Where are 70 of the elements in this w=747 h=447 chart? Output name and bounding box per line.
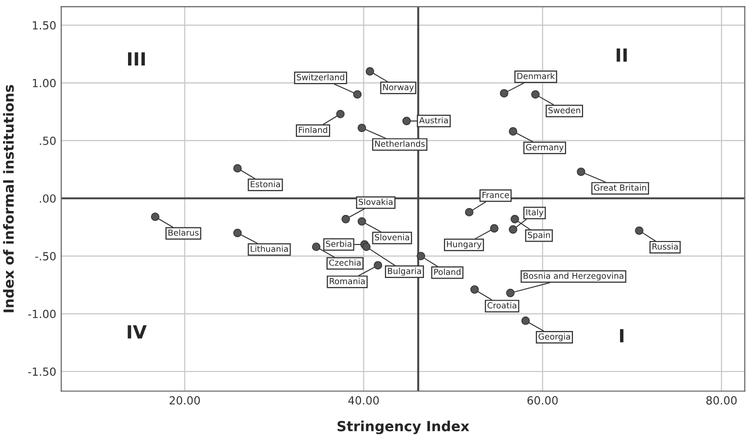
point <box>233 228 242 238</box>
point <box>402 116 411 126</box>
annotation: Estonia <box>250 180 280 188</box>
point <box>312 242 320 252</box>
y-tick-label: -1.00 <box>28 310 56 318</box>
x-tick-label: 80.00 <box>706 396 737 405</box>
annotation: Russia <box>652 243 678 250</box>
y-tick-label: -1.50 <box>28 367 56 376</box>
annotation: Hungary <box>446 241 482 249</box>
point <box>508 225 518 234</box>
annotation: Spain <box>528 232 550 240</box>
annotation: IV <box>128 325 147 338</box>
annotation: Georgia <box>538 333 570 342</box>
annotation: Denmark <box>517 72 555 80</box>
point <box>374 261 382 270</box>
annotation: Switzerland <box>296 74 344 80</box>
point <box>470 285 479 294</box>
y-tick-label: .00 <box>40 194 56 203</box>
point <box>336 110 345 118</box>
annotation: Croatia <box>488 302 516 308</box>
annotation: III <box>128 52 145 66</box>
annotation: Romania <box>330 278 365 284</box>
point <box>464 208 474 216</box>
annotation: Finland <box>298 126 328 134</box>
point <box>521 316 530 325</box>
point <box>500 89 508 98</box>
annotation: Slovenia <box>374 234 410 240</box>
y-tick-label: -.50 <box>35 252 56 260</box>
point <box>233 164 242 173</box>
annotation: Lithuania <box>250 245 288 252</box>
point <box>150 212 160 222</box>
annotation: Bosnia and Herzegovina <box>524 272 624 280</box>
annotation: Netherlands <box>375 140 425 147</box>
annotation: Bulgaria <box>388 268 421 276</box>
point <box>342 214 350 224</box>
x-tick-label: 60.00 <box>527 396 558 405</box>
point <box>358 217 366 226</box>
annotation: Slovakia <box>358 198 392 206</box>
annotation: Sweden <box>548 106 580 114</box>
annotation: Germany <box>526 144 564 152</box>
x-tick-label: 40.00 <box>348 396 379 405</box>
annotation: France <box>482 192 509 198</box>
annotation: II <box>616 48 627 62</box>
point <box>634 226 644 235</box>
annotation: Great Britain <box>594 184 646 191</box>
annotation: Poland <box>434 268 460 276</box>
point <box>362 242 371 252</box>
point <box>353 90 362 99</box>
x-axis-title: Stringency Index <box>338 420 470 434</box>
point <box>358 124 366 132</box>
annotation: Serbia <box>326 240 352 247</box>
point <box>490 224 498 233</box>
y-tick-label: 1.00 <box>32 78 56 88</box>
point <box>416 252 426 260</box>
annotation: Belarus <box>168 229 199 236</box>
annotation: Czechia <box>329 259 361 266</box>
annotation: I <box>620 329 624 342</box>
point <box>508 127 518 136</box>
point <box>531 90 540 99</box>
x-tick-label: 20.00 <box>170 396 200 405</box>
annotation: Austria <box>419 116 448 124</box>
point <box>576 168 586 176</box>
annotation: Italy <box>526 208 544 218</box>
point <box>506 288 515 298</box>
y-tick-label: .50 <box>40 136 56 145</box>
point <box>510 214 520 224</box>
y-tick-label: 1.50 <box>32 21 56 30</box>
y-axis-title: Index of informal institutions <box>3 85 14 312</box>
annotation: Norway <box>383 84 414 92</box>
point <box>366 67 374 76</box>
